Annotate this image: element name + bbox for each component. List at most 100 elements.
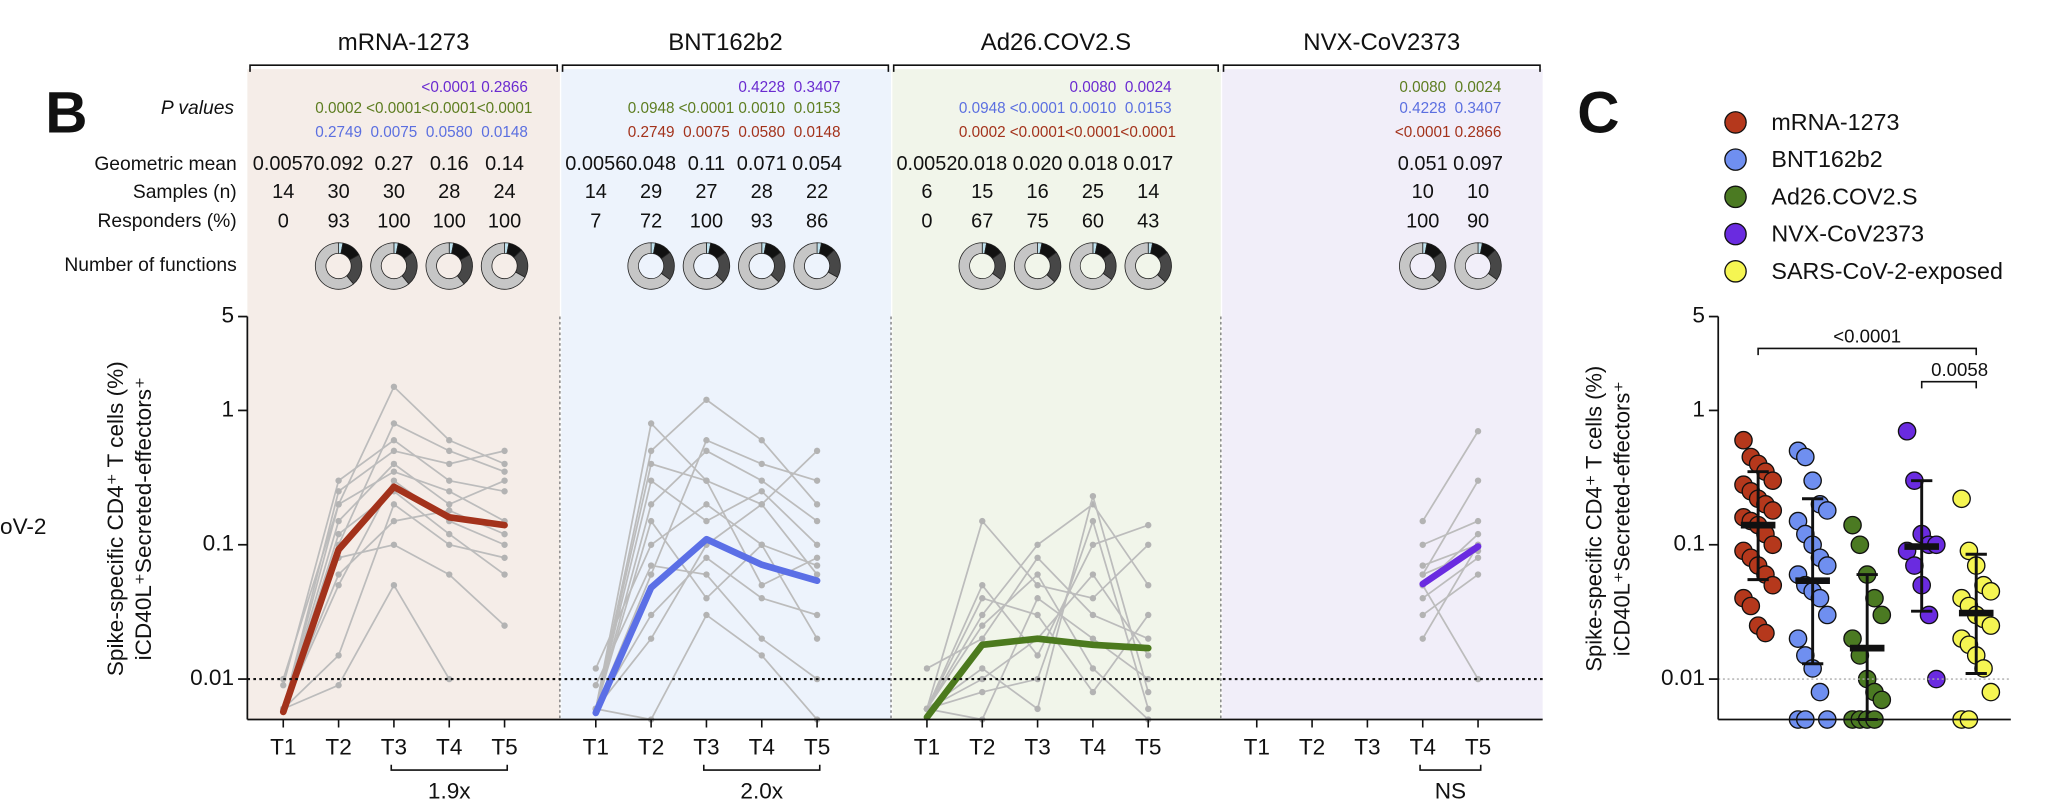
donor-point xyxy=(1089,665,1097,672)
donor-point xyxy=(1474,571,1482,578)
donor-line xyxy=(1422,557,1479,599)
responder-pct: 86 xyxy=(806,210,828,232)
geomean-label: 0.27 xyxy=(375,153,414,175)
p-value: 0.4228 xyxy=(738,79,785,96)
donor-point xyxy=(703,554,710,561)
x-tick-label: T3 xyxy=(381,735,407,760)
sample-count: 15 xyxy=(971,181,993,203)
donor-point xyxy=(1474,428,1482,435)
p-value: 0.3407 xyxy=(794,79,841,96)
donor-point xyxy=(1474,477,1482,484)
donor-point xyxy=(592,665,599,672)
geomean-label: 0.092 xyxy=(314,153,364,175)
group-background xyxy=(247,69,560,720)
row-label: Samples (n) xyxy=(133,182,237,203)
fold-bracket xyxy=(1419,764,1482,771)
donor-point xyxy=(1089,688,1097,696)
donor-point xyxy=(1474,530,1482,538)
donor-point xyxy=(1145,611,1152,619)
donor-line xyxy=(1422,520,1479,546)
row-label: P values xyxy=(161,98,235,119)
donor-point xyxy=(979,581,986,589)
sample-count: 6 xyxy=(921,181,932,203)
donor-point xyxy=(1034,581,1041,589)
x-tick-label: T2 xyxy=(325,735,351,760)
geomean-line xyxy=(923,635,1152,721)
p-value: 0.0080 xyxy=(1070,79,1117,96)
donor-point xyxy=(758,541,765,548)
x-tick-label: T2 xyxy=(1299,735,1325,760)
x-tick-label: T5 xyxy=(491,735,517,760)
donor-point xyxy=(446,447,453,455)
donor-point xyxy=(390,517,398,525)
data-point xyxy=(1897,421,1917,441)
x-tick-label: T5 xyxy=(1465,735,1491,760)
sample-count: 16 xyxy=(1026,181,1048,203)
geomean-label: 0.020 xyxy=(1013,153,1063,175)
donor-point xyxy=(501,460,508,468)
fold-bracket xyxy=(390,764,509,771)
donor-point xyxy=(647,420,655,427)
donor-point xyxy=(335,652,342,659)
donor-line xyxy=(1421,584,1479,680)
x-tick-label: T3 xyxy=(693,735,719,760)
donor-point xyxy=(335,682,342,689)
donor-point xyxy=(446,437,453,444)
p-value: 0.0148 xyxy=(794,124,841,141)
p-value: 0.0153 xyxy=(1125,100,1172,117)
group-title: mRNA-1273 xyxy=(338,29,470,56)
y-tick-label: 1 xyxy=(1692,396,1705,421)
legend-marker xyxy=(1724,222,1747,246)
data-point xyxy=(1763,471,1783,490)
geomean-label: 0.048 xyxy=(626,153,676,175)
legend-marker xyxy=(1724,148,1747,171)
p-value: <0.0001 xyxy=(1010,124,1066,141)
donor-point xyxy=(813,477,821,484)
p-value: 0.4228 xyxy=(1399,100,1446,117)
donor-point xyxy=(390,437,398,444)
y-axis-label: iCD40L⁺Secreted-effectors⁺ xyxy=(1610,381,1635,656)
sample-count: 10 xyxy=(1467,181,1489,203)
p-value: 0.0075 xyxy=(371,124,418,141)
responder-pct: 60 xyxy=(1082,210,1104,232)
donor-point xyxy=(703,517,710,525)
p-value: <0.0001 xyxy=(1120,124,1176,141)
donor-line xyxy=(1422,543,1479,567)
legend-marker xyxy=(1724,185,1747,209)
fold-label: 2.0x xyxy=(740,779,783,802)
data-point xyxy=(1981,582,2001,601)
sample-count: 24 xyxy=(493,181,515,203)
donor-point xyxy=(979,675,986,683)
donor-point xyxy=(813,554,821,561)
donor-point xyxy=(1145,705,1152,713)
sample-count: 30 xyxy=(327,181,349,203)
donor-point xyxy=(1034,554,1041,561)
group-bracket xyxy=(561,64,890,72)
donor-point xyxy=(1089,595,1097,602)
donor-point xyxy=(1089,611,1097,619)
donor-point xyxy=(647,635,655,642)
donor-point xyxy=(647,541,655,548)
x-tick-label: T4 xyxy=(1080,735,1106,760)
donor-point xyxy=(501,488,508,495)
x-tick-label: T2 xyxy=(638,735,664,760)
p-value: 0.2866 xyxy=(1455,124,1502,141)
donor-point xyxy=(1145,675,1152,683)
donor-point xyxy=(501,622,508,629)
donor-point xyxy=(758,581,765,589)
p-value: 0.0153 xyxy=(794,100,841,117)
donut-wedge xyxy=(1013,242,1056,290)
data-point xyxy=(1817,605,1837,625)
p-value: 0.0580 xyxy=(426,124,473,141)
donor-point xyxy=(813,517,821,525)
donor-point xyxy=(758,635,765,642)
x-tick-label: T5 xyxy=(804,735,830,760)
donor-point xyxy=(1089,635,1097,642)
group-background xyxy=(1222,69,1543,720)
donor-point xyxy=(1089,541,1097,548)
geomean-label: 0.0056 xyxy=(565,153,626,175)
donor-point xyxy=(1419,517,1426,525)
p-value: 0.0948 xyxy=(959,100,1006,117)
donut-wedge xyxy=(425,242,465,290)
donut-wedge xyxy=(1454,242,1498,290)
